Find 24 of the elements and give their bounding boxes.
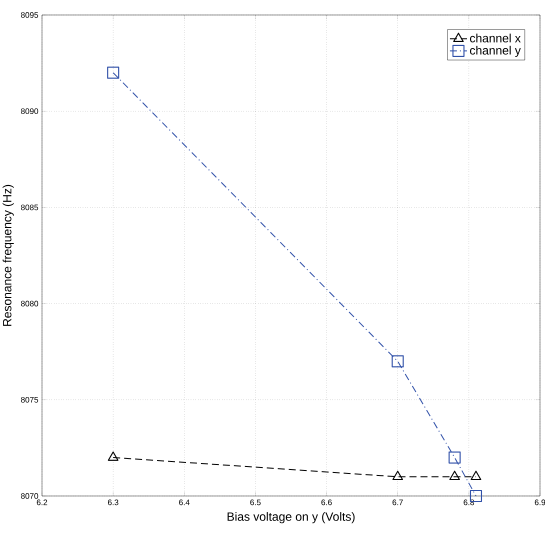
point	[107, 66, 120, 79]
y-tick-label: 8095	[21, 12, 38, 18]
point	[108, 451, 118, 461]
point	[392, 355, 404, 368]
y-tick-label: 8070	[21, 493, 38, 499]
x-tick-label: 6.3	[108, 500, 118, 506]
y-axis-title: Resonance frequency (Hz)	[2, 184, 14, 326]
x-tick-label: 6.4	[179, 500, 190, 506]
y-tick-label: 8080	[21, 300, 38, 306]
x-tick-label: 6.9	[534, 500, 545, 506]
point	[470, 470, 482, 480]
point	[392, 470, 404, 480]
y-tick-label: 8085	[21, 204, 38, 210]
legend-label: channel x	[470, 34, 521, 42]
point	[448, 451, 461, 464]
y-tick-label: 8090	[21, 108, 38, 114]
legend-label: channel y	[470, 46, 521, 58]
x-tick-label: 6.6	[321, 500, 332, 506]
y-tick-label: 8075	[21, 396, 38, 403]
point	[449, 470, 460, 480]
x-tick-label: 6.7	[392, 500, 403, 506]
x-tick-label: 6.2	[36, 500, 48, 506]
x-axis-title: Bias voltage on y (Volts)	[228, 512, 355, 524]
x-tick-label: 6.5	[250, 500, 261, 506]
